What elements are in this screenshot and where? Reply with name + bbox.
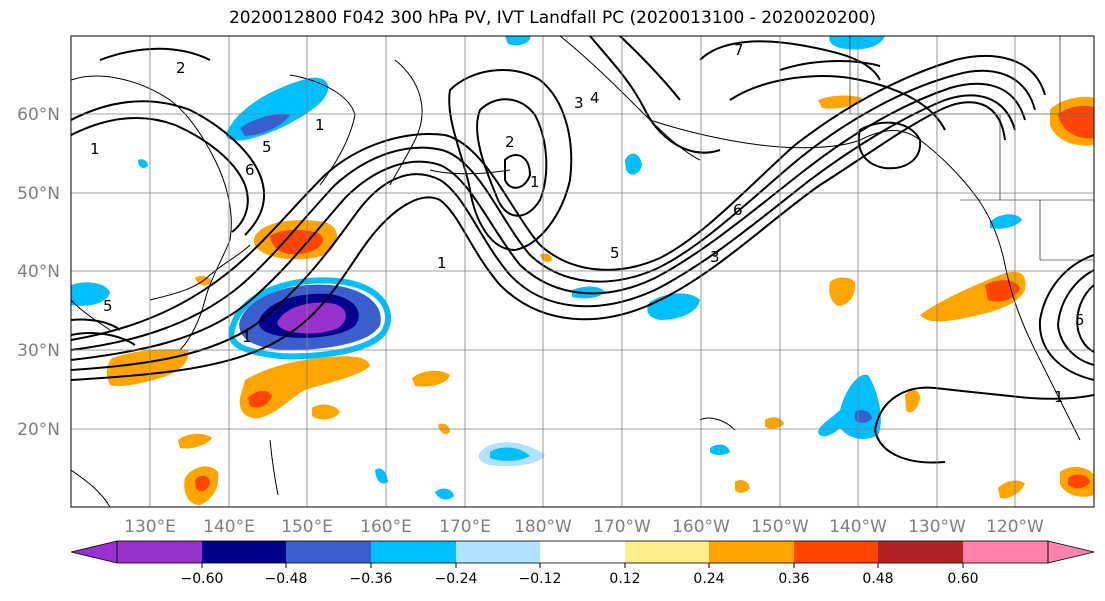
positive-anomaly-region bbox=[178, 433, 212, 449]
positive-anomaly-region bbox=[735, 480, 750, 493]
contour-label: 2 bbox=[176, 59, 186, 77]
contour-label: 3 bbox=[710, 248, 720, 266]
positive-anomaly-region bbox=[270, 229, 323, 255]
negative-anomaly-region bbox=[375, 468, 388, 484]
colorbar-segment bbox=[625, 541, 709, 563]
colorbar-segment bbox=[878, 541, 963, 563]
colorbar-tick-label: −0.48 bbox=[265, 571, 308, 587]
colorbar-tick-label: −0.12 bbox=[519, 571, 562, 587]
colorbar-tick-label: 0.24 bbox=[693, 571, 724, 587]
colorbar-tick-label: 0.60 bbox=[947, 571, 978, 587]
colorbar-segment bbox=[117, 541, 202, 563]
positive-anomaly-region bbox=[312, 404, 340, 420]
lon-label: 170°W bbox=[593, 517, 651, 537]
colorbar-extend-min bbox=[70, 540, 118, 564]
negative-anomaly-region bbox=[829, 36, 885, 50]
negative-anomaly-region bbox=[990, 214, 1022, 229]
negative-anomaly-region bbox=[277, 302, 346, 334]
contour-label: 3 bbox=[574, 94, 584, 112]
gridlines bbox=[71, 36, 1094, 507]
contour-label: 5 bbox=[262, 138, 272, 156]
colorbar-extend-max bbox=[1047, 540, 1095, 564]
contour-label: 2 bbox=[505, 133, 515, 151]
colorbar-segment bbox=[202, 541, 286, 563]
negative-anomaly-region bbox=[138, 159, 148, 168]
negative-anomaly-region bbox=[710, 444, 730, 455]
pv-contours bbox=[71, 36, 1094, 464]
colorbar-tick-label: 0.12 bbox=[609, 571, 640, 587]
negative-anomaly-region bbox=[855, 410, 872, 423]
colorbar-tick-label: −0.60 bbox=[181, 571, 224, 587]
colorbar-segment bbox=[794, 541, 878, 563]
colorbar-segment bbox=[709, 541, 794, 563]
lon-label: 120°W bbox=[986, 517, 1044, 537]
pv-anomaly-fill bbox=[71, 36, 1094, 505]
lon-label: 130°W bbox=[908, 517, 966, 537]
lat-label: 50°N bbox=[17, 184, 60, 204]
positive-anomaly-region bbox=[239, 356, 370, 419]
lon-label: 160°E bbox=[360, 517, 412, 537]
lat-label: 60°N bbox=[17, 105, 60, 125]
positive-anomaly-region bbox=[905, 390, 920, 413]
negative-anomaly-region bbox=[625, 153, 642, 175]
contour-label: 1 bbox=[530, 173, 540, 191]
contour-label: 5 bbox=[1075, 311, 1085, 329]
contour-label: 1 bbox=[437, 254, 447, 272]
contour-label: 1 bbox=[90, 140, 100, 158]
positive-anomaly-region bbox=[818, 95, 862, 109]
colorbar-tick-label: 0.48 bbox=[862, 571, 893, 587]
colorbar-segment bbox=[286, 541, 371, 563]
negative-anomaly-region bbox=[490, 447, 530, 461]
lon-label: 180°W bbox=[514, 517, 572, 537]
latitude-labels: 60°N 50°N 40°N 30°N 20°N bbox=[17, 105, 60, 440]
lon-label: 140°E bbox=[203, 517, 255, 537]
positive-anomaly-region bbox=[1068, 474, 1090, 489]
negative-anomaly-region bbox=[71, 282, 110, 306]
contour-label: 6 bbox=[733, 201, 743, 219]
negative-anomaly-region bbox=[435, 488, 454, 500]
lon-label: 140°W bbox=[829, 517, 887, 537]
negative-anomaly-region bbox=[818, 374, 881, 440]
lon-label: 160°W bbox=[672, 517, 730, 537]
contour-label: 1 bbox=[315, 116, 325, 134]
colorbar-tick-label: −0.24 bbox=[435, 571, 478, 587]
map-frame bbox=[70, 35, 1095, 508]
colorbar-frame bbox=[116, 540, 1049, 564]
colorbar-segment bbox=[456, 541, 540, 563]
colorbar-tick-label: −0.36 bbox=[350, 571, 393, 587]
colorbar-segment bbox=[371, 541, 456, 563]
lat-label: 30°N bbox=[17, 341, 60, 361]
lat-label: 20°N bbox=[17, 420, 60, 440]
contour-labels: 2 1 5 1 4 6 7 3 2 1 5 3 6 1 5 1 1 5 bbox=[90, 41, 1085, 406]
positive-anomaly-region bbox=[998, 480, 1025, 499]
positive-anomaly-region bbox=[765, 417, 784, 429]
positive-anomaly-region bbox=[985, 280, 1020, 302]
positive-anomaly-region bbox=[412, 370, 450, 387]
contour-label: 5 bbox=[103, 297, 113, 315]
contour-label: 1 bbox=[1054, 388, 1064, 406]
lon-label: 170°E bbox=[439, 517, 491, 537]
positive-anomaly-region bbox=[248, 390, 272, 408]
lon-label: 150°E bbox=[281, 517, 333, 537]
colorbar-tick-label: 0.36 bbox=[778, 571, 809, 587]
contour-label: 4 bbox=[590, 89, 600, 107]
contour-label: 6 bbox=[245, 161, 255, 179]
colorbar-segment bbox=[963, 541, 1048, 563]
lon-label: 130°E bbox=[124, 517, 176, 537]
contour-label: 1 bbox=[242, 328, 252, 346]
colorbar: −0.60 −0.48 −0.36 −0.24 −0.12 0.12 0.24 0.36 0.4… bbox=[70, 540, 1095, 587]
map-title: 2020012800 F042 300 hPa PV, IVT Landfall… bbox=[228, 8, 876, 28]
positive-anomaly-region bbox=[195, 475, 210, 492]
longitude-labels: 130°E 140°E 150°E 160°E 170°E 180°W 170°… bbox=[124, 517, 1044, 537]
contour-label: 5 bbox=[610, 244, 620, 262]
positive-anomaly-region bbox=[829, 277, 856, 306]
negative-anomaly-region bbox=[240, 114, 290, 136]
contour-label: 7 bbox=[734, 41, 744, 59]
negative-anomaly-region bbox=[505, 36, 531, 46]
colorbar-segment bbox=[540, 541, 625, 563]
lon-label: 150°W bbox=[751, 517, 809, 537]
lat-label: 40°N bbox=[17, 262, 60, 282]
